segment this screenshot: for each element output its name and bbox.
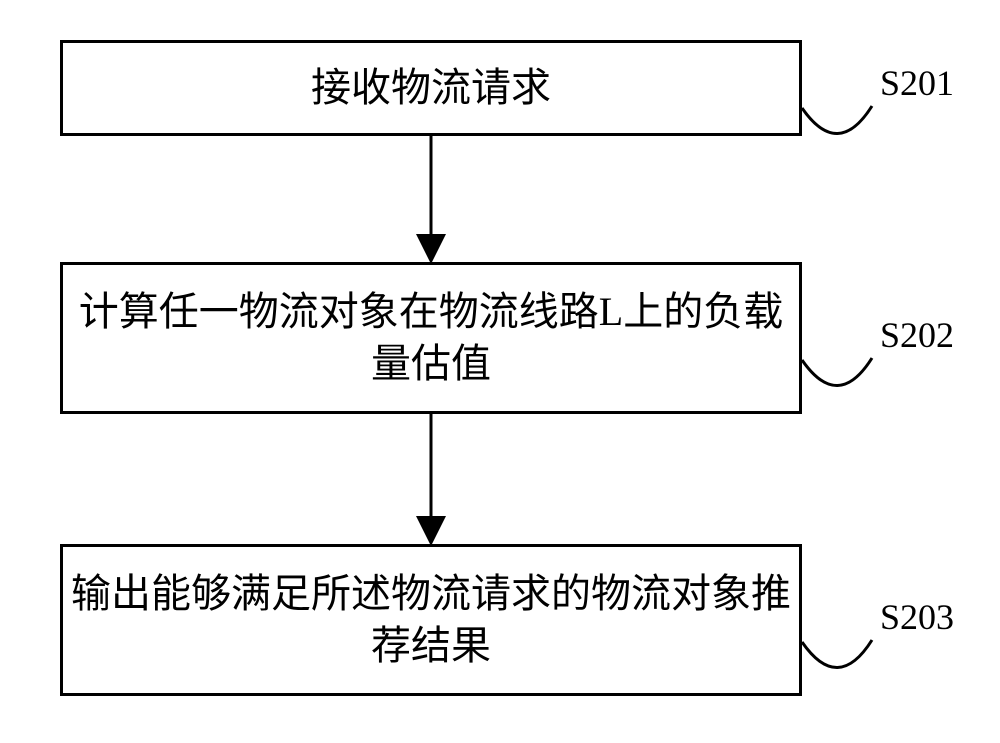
flow-label-1: S201 bbox=[880, 62, 954, 104]
flow-node-2-line-1: 计算任一物流对象在物流线路L上的负载 bbox=[79, 286, 783, 338]
flow-node-3: 输出能够满足所述物流请求的物流对象推 荐结果 bbox=[60, 544, 802, 696]
label-connector-2 bbox=[802, 358, 872, 386]
flow-node-3-line-1: 输出能够满足所述物流请求的物流对象推 bbox=[71, 568, 791, 620]
flow-node-1: 接收物流请求 bbox=[60, 40, 802, 136]
flow-label-2: S202 bbox=[880, 314, 954, 356]
label-connector-3 bbox=[802, 640, 872, 668]
flow-node-1-line-1: 接收物流请求 bbox=[311, 62, 551, 114]
label-connector-1 bbox=[802, 106, 872, 134]
flowchart-canvas: 接收物流请求 S201 计算任一物流对象在物流线路L上的负载 量估值 S202 … bbox=[0, 0, 1000, 743]
flow-node-2-line-2: 量估值 bbox=[79, 338, 783, 390]
flow-label-3: S203 bbox=[880, 596, 954, 638]
flow-node-2: 计算任一物流对象在物流线路L上的负载 量估值 bbox=[60, 262, 802, 414]
flow-node-3-line-2: 荐结果 bbox=[71, 620, 791, 672]
